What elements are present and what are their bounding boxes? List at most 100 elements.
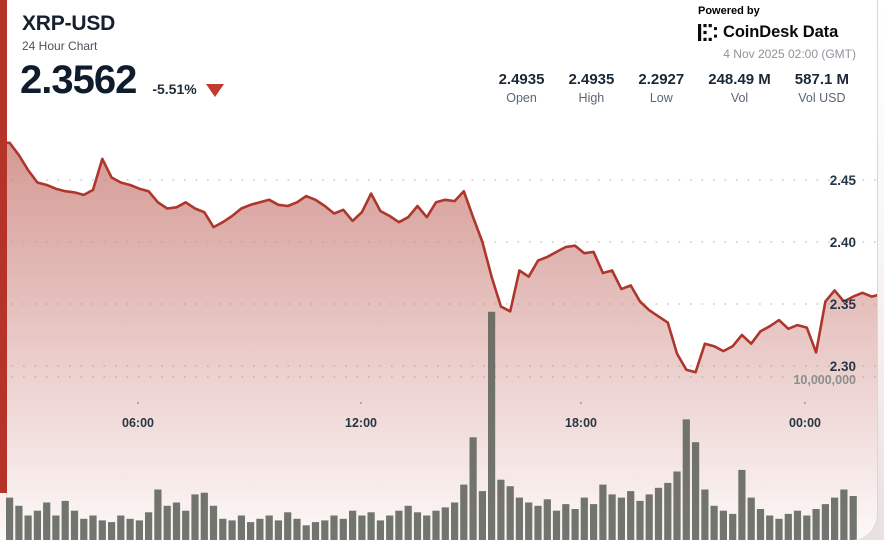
volume-bar[interactable] bbox=[61, 500, 69, 540]
volume-bar[interactable] bbox=[803, 515, 811, 540]
volume-bar[interactable] bbox=[330, 515, 338, 540]
volume-bar[interactable] bbox=[98, 520, 106, 540]
volume-bar[interactable] bbox=[580, 497, 588, 540]
volume-bar[interactable] bbox=[729, 513, 737, 540]
volume-bar[interactable] bbox=[682, 419, 690, 540]
coindesk-logo[interactable]: CoinDesk Data bbox=[698, 23, 858, 42]
volume-bar[interactable] bbox=[738, 469, 746, 540]
volume-bar[interactable] bbox=[664, 482, 672, 540]
volume-bar[interactable] bbox=[488, 311, 496, 540]
volume-bar[interactable] bbox=[163, 505, 171, 540]
volume-bar[interactable] bbox=[710, 505, 718, 540]
volume-bar[interactable] bbox=[692, 442, 700, 540]
volume-bar[interactable] bbox=[460, 484, 468, 540]
volume-bar[interactable] bbox=[812, 509, 820, 540]
volume-bar[interactable] bbox=[70, 510, 79, 540]
volume-bar[interactable] bbox=[831, 497, 839, 540]
volume-bar[interactable] bbox=[654, 487, 663, 540]
volume-bar[interactable] bbox=[775, 518, 783, 540]
volume-bar[interactable] bbox=[599, 484, 607, 540]
volume-bar[interactable] bbox=[840, 489, 848, 540]
volume-bar[interactable] bbox=[525, 502, 533, 540]
volume-bar[interactable] bbox=[441, 507, 449, 540]
volume-bar[interactable] bbox=[219, 518, 227, 540]
volume-bar[interactable] bbox=[747, 497, 755, 540]
volume-bar[interactable] bbox=[24, 515, 32, 540]
volume-bar[interactable] bbox=[43, 502, 51, 540]
volume-bar[interactable] bbox=[506, 486, 514, 540]
volume-bar[interactable] bbox=[311, 522, 320, 540]
volume-bar[interactable] bbox=[590, 504, 598, 540]
volume-bar[interactable] bbox=[515, 497, 523, 540]
volume-bar[interactable] bbox=[256, 518, 264, 540]
volume-bar[interactable] bbox=[358, 515, 366, 540]
volume-bar[interactable] bbox=[33, 510, 41, 540]
volume-bar[interactable] bbox=[673, 471, 681, 540]
volume-bar[interactable] bbox=[617, 497, 625, 540]
volume-bar[interactable] bbox=[108, 522, 116, 540]
volume-bar[interactable] bbox=[784, 513, 792, 540]
volume-bar[interactable] bbox=[793, 510, 802, 540]
price-change-percent: -5.51% bbox=[152, 81, 197, 97]
volume-bar[interactable] bbox=[15, 505, 23, 540]
volume-bar[interactable] bbox=[293, 518, 301, 540]
volume-bar[interactable] bbox=[756, 509, 765, 540]
volume-bar[interactable] bbox=[478, 491, 486, 540]
volume-bar[interactable] bbox=[571, 509, 579, 540]
volume-bar[interactable] bbox=[321, 520, 329, 540]
volume-bar[interactable] bbox=[849, 496, 857, 540]
volume-bar[interactable] bbox=[172, 502, 181, 540]
volume-bar[interactable] bbox=[386, 515, 394, 540]
volume-bar[interactable] bbox=[395, 510, 403, 540]
volume-bar[interactable] bbox=[6, 497, 14, 540]
volume-bar[interactable] bbox=[636, 500, 644, 540]
volume-bar[interactable] bbox=[432, 510, 440, 540]
volume-bar[interactable] bbox=[469, 437, 477, 540]
volume-bar[interactable] bbox=[200, 492, 208, 540]
volume-bar[interactable] bbox=[413, 512, 422, 540]
stats-row: 2.4935 Open 2.4935 High 2.2927 Low 248.4… bbox=[499, 71, 849, 105]
volume-bar[interactable] bbox=[645, 494, 653, 540]
volume-bar[interactable] bbox=[182, 510, 190, 540]
volume-bar[interactable] bbox=[302, 525, 310, 540]
volume-bar[interactable] bbox=[497, 479, 505, 540]
volume-bar[interactable] bbox=[701, 489, 709, 540]
volume-bar[interactable] bbox=[423, 515, 431, 540]
volume-bar[interactable] bbox=[228, 520, 236, 540]
volume-bar[interactable] bbox=[562, 504, 570, 540]
volume-bar[interactable] bbox=[534, 505, 542, 540]
volume-bar[interactable] bbox=[451, 502, 459, 540]
volume-bar[interactable] bbox=[543, 499, 551, 540]
volume-bar[interactable] bbox=[209, 505, 218, 540]
volume-bar[interactable] bbox=[237, 515, 245, 540]
volume-bar[interactable] bbox=[154, 489, 162, 540]
volume-bar[interactable] bbox=[135, 520, 143, 540]
volume-bar[interactable] bbox=[274, 520, 282, 540]
volume-bar[interactable] bbox=[265, 515, 273, 540]
volume-bar[interactable] bbox=[145, 512, 153, 540]
volume-bar[interactable] bbox=[247, 522, 255, 540]
volume-bar[interactable] bbox=[367, 512, 375, 540]
volume-bar[interactable] bbox=[627, 491, 635, 540]
volume-bar[interactable] bbox=[284, 512, 292, 540]
coindesk-logo-icon bbox=[698, 24, 717, 41]
coindesk-logo-text: CoinDesk Data bbox=[723, 23, 839, 41]
volume-bar[interactable] bbox=[117, 515, 125, 540]
stat-label: High bbox=[578, 91, 605, 105]
volume-bar[interactable] bbox=[821, 504, 829, 540]
volume-bar[interactable] bbox=[52, 515, 60, 540]
volume-bar[interactable] bbox=[191, 494, 199, 540]
volume-bar[interactable] bbox=[126, 518, 134, 540]
volume-bar[interactable] bbox=[349, 510, 357, 540]
volume-bar[interactable] bbox=[719, 510, 727, 540]
volume-bar[interactable] bbox=[89, 515, 97, 540]
volume-bar[interactable] bbox=[552, 510, 561, 540]
volume-bar[interactable] bbox=[80, 518, 88, 540]
volume-bar[interactable] bbox=[766, 515, 774, 540]
volume-bar[interactable] bbox=[608, 494, 616, 540]
volume-bar[interactable] bbox=[404, 505, 412, 540]
volume-bar[interactable] bbox=[339, 518, 347, 540]
volume-bar[interactable] bbox=[376, 520, 384, 540]
